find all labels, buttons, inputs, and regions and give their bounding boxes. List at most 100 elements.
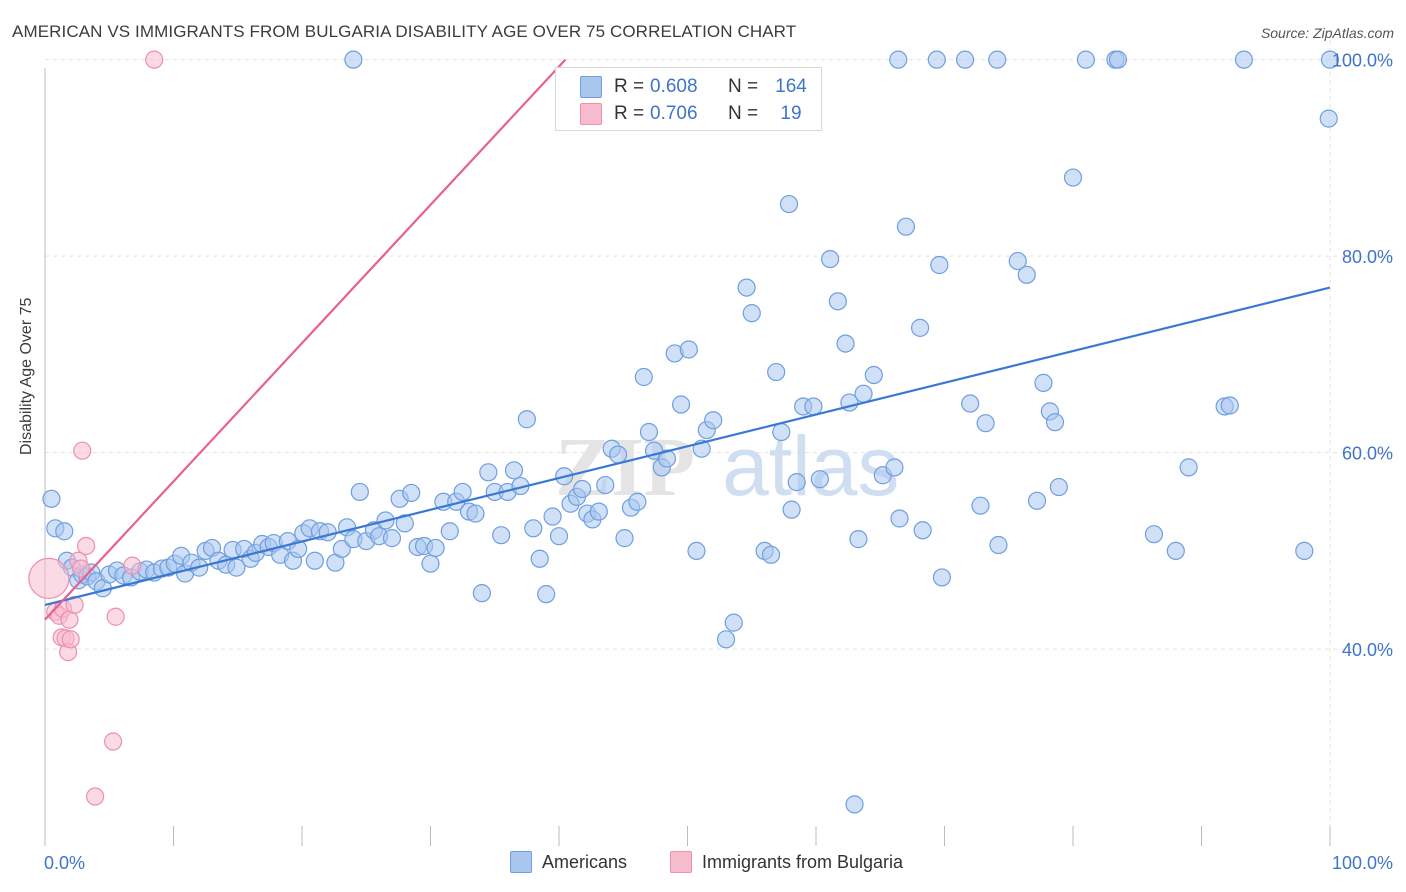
americans-point bbox=[517, 410, 536, 429]
americans-point bbox=[596, 475, 615, 495]
bulgaria-point bbox=[73, 441, 92, 460]
americans-point bbox=[836, 334, 855, 353]
americans-point bbox=[453, 482, 472, 502]
bulgaria-point bbox=[77, 536, 96, 556]
legend-n-label: N = bbox=[728, 76, 759, 97]
americans-point bbox=[421, 554, 440, 573]
legend-r-label: R = bbox=[614, 76, 645, 97]
americans-point bbox=[318, 523, 337, 542]
americans-point bbox=[492, 526, 511, 545]
bulgaria-point bbox=[104, 732, 123, 751]
americans-point bbox=[767, 362, 786, 382]
americans-point bbox=[395, 514, 414, 533]
americans-point bbox=[671, 395, 691, 414]
legend-americans[interactable]: Americans bbox=[510, 851, 627, 873]
americans-point bbox=[821, 249, 840, 269]
bulgaria-point bbox=[61, 630, 80, 649]
x-tick-label-end: 100.0% bbox=[1332, 853, 1393, 873]
americans-point bbox=[1017, 265, 1036, 284]
americans-point bbox=[504, 461, 524, 480]
americans-point bbox=[961, 394, 980, 413]
bulgaria-point bbox=[71, 559, 91, 578]
americans-point bbox=[472, 584, 491, 603]
americans-point bbox=[466, 504, 485, 523]
americans-point bbox=[932, 568, 952, 587]
trend-lines bbox=[44, 58, 1331, 621]
americans-point bbox=[1295, 541, 1314, 561]
y-axis-title: Disability Age Over 75 bbox=[18, 297, 35, 455]
bulgaria-legend-swatch bbox=[670, 851, 692, 873]
bulgaria-point bbox=[65, 595, 84, 615]
legend-bulgaria[interactable]: Immigrants from Bulgaria bbox=[670, 851, 903, 873]
americans-point bbox=[885, 458, 904, 477]
americans-point bbox=[845, 795, 864, 814]
americans-point bbox=[804, 397, 823, 416]
americans-point bbox=[615, 529, 634, 548]
legend-r-value: 0.608 bbox=[650, 76, 698, 97]
americans-point bbox=[628, 492, 647, 511]
americans-point bbox=[787, 473, 806, 492]
x-tick-label-start: 0.0% bbox=[44, 853, 85, 873]
americans-point bbox=[864, 365, 883, 385]
americans-point bbox=[549, 527, 569, 546]
legend-n-value: 19 bbox=[780, 103, 802, 124]
y-tick-label: 60.0% bbox=[1342, 444, 1393, 464]
legend-n-label: N = bbox=[728, 103, 759, 124]
bulgaria-point bbox=[86, 787, 105, 806]
chart-title: AMERICAN VS IMMIGRANTS FROM BULGARIA DIS… bbox=[12, 22, 797, 41]
bulgaria-point bbox=[145, 50, 164, 69]
watermark-atlas: atlas bbox=[722, 419, 899, 513]
gridlines bbox=[45, 40, 1395, 826]
americans-point bbox=[524, 519, 543, 538]
tick-labels: 40.0% 60.0% 80.0% 100.0% 0.0% 100.0% bbox=[44, 51, 1393, 873]
americans-point bbox=[537, 585, 556, 604]
watermark: ZIP atlas bbox=[555, 419, 899, 514]
americans-point bbox=[639, 422, 659, 442]
americans-points bbox=[42, 50, 1340, 814]
axes bbox=[44, 68, 1331, 846]
americans-point bbox=[543, 507, 562, 526]
americans-point bbox=[1063, 168, 1083, 187]
americans-point bbox=[426, 538, 445, 558]
americans-point bbox=[989, 535, 1008, 555]
americans-trend-line bbox=[44, 286, 1331, 607]
americans-point bbox=[988, 50, 1007, 69]
legend-n-value: 164 bbox=[775, 76, 807, 97]
americans-point bbox=[782, 500, 801, 519]
americans-point bbox=[227, 558, 246, 577]
americans-point bbox=[810, 470, 829, 489]
americans-point bbox=[828, 292, 847, 311]
bulgaria-trend-line bbox=[44, 58, 567, 621]
americans-point bbox=[976, 414, 995, 433]
americans-point bbox=[896, 217, 916, 236]
americans-swatch bbox=[580, 76, 602, 98]
americans-point bbox=[1076, 50, 1095, 69]
americans-point bbox=[737, 278, 756, 297]
americans-point bbox=[779, 194, 799, 214]
americans-point bbox=[1144, 525, 1164, 544]
bulgaria-point bbox=[28, 557, 70, 600]
americans-point bbox=[890, 509, 909, 528]
americans-legend-label: Americans bbox=[542, 851, 628, 872]
legend-r-value: 0.706 bbox=[650, 103, 698, 124]
bulgaria-points bbox=[28, 50, 164, 806]
americans-point bbox=[573, 479, 592, 499]
americans-point bbox=[1027, 491, 1047, 510]
bulgaria-point bbox=[123, 556, 142, 575]
americans-point bbox=[382, 529, 402, 548]
americans-point bbox=[704, 411, 723, 430]
americans-point bbox=[657, 449, 677, 468]
bulgaria-legend-label: Immigrants from Bulgaria bbox=[702, 851, 904, 872]
y-tick-label: 80.0% bbox=[1342, 247, 1393, 267]
americans-point bbox=[402, 483, 421, 503]
americans-point bbox=[530, 549, 549, 568]
americans-point bbox=[971, 496, 990, 515]
americans-point bbox=[1220, 396, 1239, 415]
americans-point bbox=[910, 318, 930, 337]
americans-point bbox=[1166, 541, 1185, 561]
americans-point bbox=[913, 521, 932, 540]
americans-point bbox=[1108, 50, 1128, 69]
americans-point bbox=[350, 482, 369, 502]
bulgaria-point bbox=[106, 607, 125, 626]
